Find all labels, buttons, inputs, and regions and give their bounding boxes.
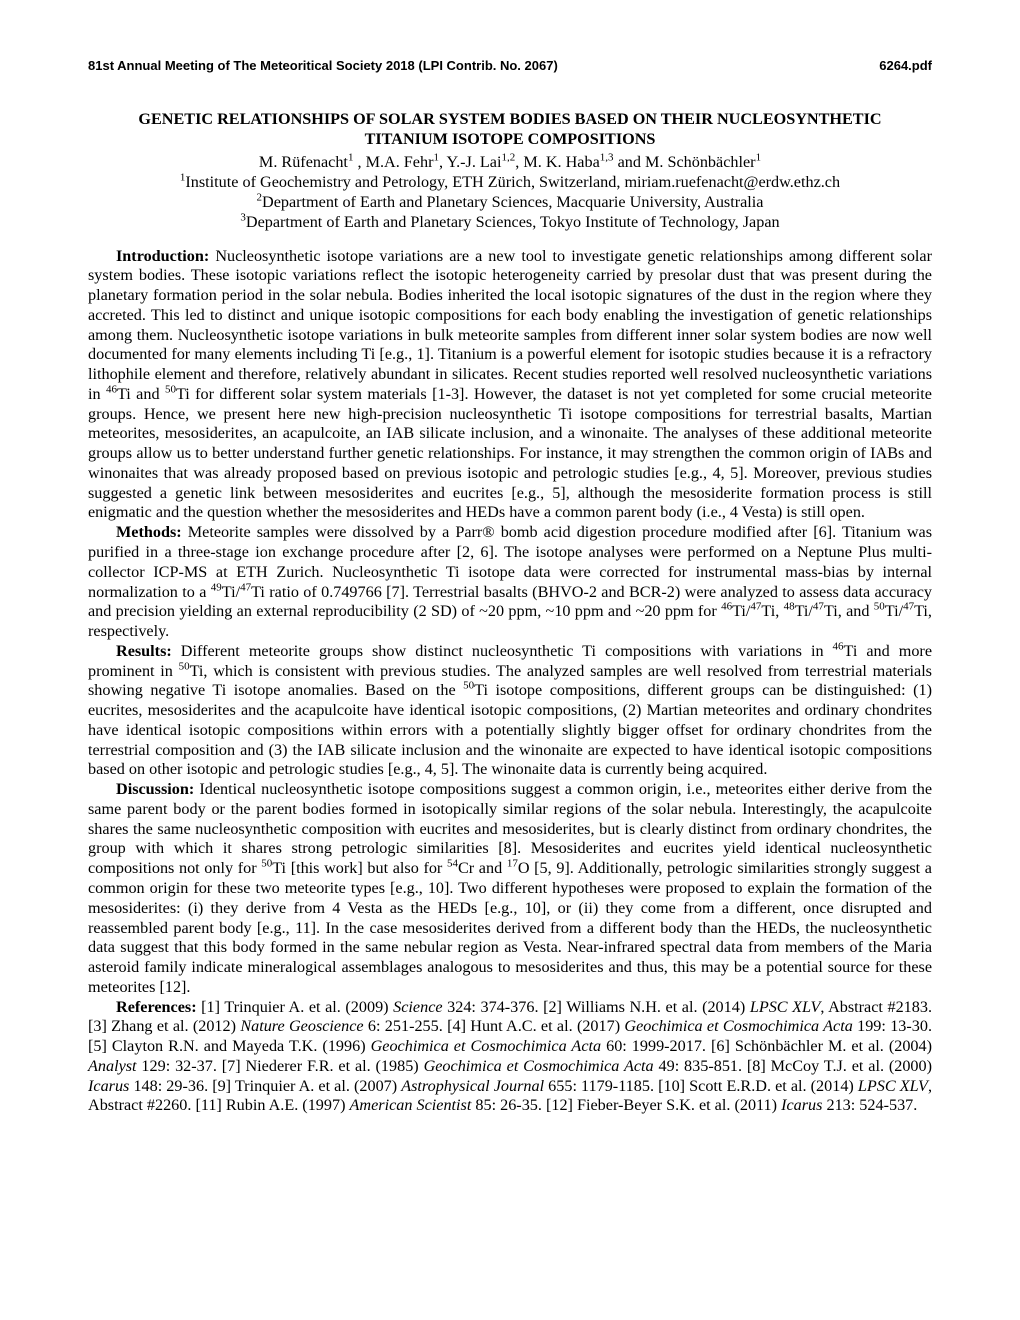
discussion-paragraph: Discussion: Identical nucleosynthetic is… (88, 780, 932, 997)
references-head: References: (116, 998, 197, 1016)
running-head-left: 81st Annual Meeting of The Meteoritical … (88, 58, 558, 73)
discussion-head: Discussion: (116, 780, 194, 798)
running-head-right: 6264.pdf (879, 58, 932, 73)
author-line: M. Rüfenacht1 , M.A. Fehr1, Y.-J. Lai1,2… (88, 152, 932, 172)
methods-head: Methods: (116, 523, 182, 541)
abstract-title: GENETIC RELATIONSHIPS OF SOLAR SYSTEM BO… (102, 109, 918, 150)
methods-paragraph: Methods: Meteorite samples were dissolve… (88, 523, 932, 642)
references-paragraph: References: [1] Trinquier A. et al. (200… (88, 998, 932, 1117)
results-text: Different meteorite groups show distinct… (88, 642, 932, 779)
abstract-body: Introduction: Nucleosynthetic isotope va… (88, 247, 932, 1117)
methods-text: Meteorite samples were dissolved by a Pa… (88, 523, 932, 640)
results-paragraph: Results: Different meteorite groups show… (88, 642, 932, 780)
introduction-head: Introduction: (116, 247, 209, 265)
affiliation-2: 2Department of Earth and Planetary Scien… (88, 192, 932, 212)
references-text: [1] Trinquier A. et al. (2009) Science 3… (88, 998, 932, 1115)
introduction-text: Nucleosynthetic isotope variations are a… (88, 247, 932, 522)
discussion-text: Identical nucleosynthetic isotope compos… (88, 780, 932, 996)
abstract-page: 81st Annual Meeting of The Meteoritical … (0, 0, 1020, 1320)
introduction-paragraph: Introduction: Nucleosynthetic isotope va… (88, 247, 932, 524)
affiliation-3: 3Department of Earth and Planetary Scien… (88, 212, 932, 232)
results-head: Results: (116, 642, 172, 660)
affiliation-1: 1Institute of Geochemistry and Petrology… (88, 172, 932, 192)
running-head: 81st Annual Meeting of The Meteoritical … (88, 58, 932, 73)
